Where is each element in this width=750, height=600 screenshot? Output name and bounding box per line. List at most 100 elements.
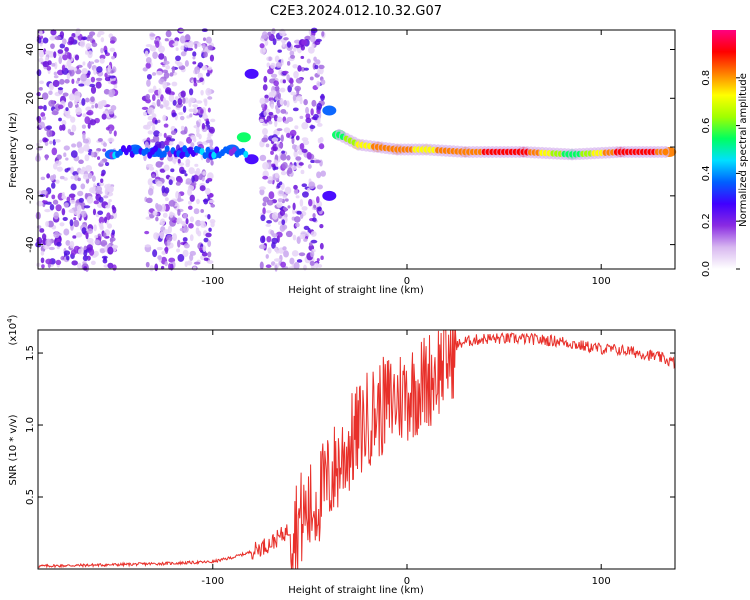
spectrogram-y-tick: -40 <box>25 236 675 253</box>
noise-speckle <box>82 255 89 262</box>
noise-speckle <box>302 139 310 146</box>
noise-speckle <box>82 61 86 66</box>
noise-speckle <box>277 49 282 53</box>
noise-speckle <box>316 196 320 204</box>
noise-speckle <box>79 39 86 48</box>
noise-speckle <box>84 154 90 162</box>
noise-speckle <box>156 246 163 251</box>
noise-speckle <box>205 120 210 125</box>
noise-speckle <box>71 78 75 85</box>
noise-speckle <box>259 186 266 191</box>
noise-speckle <box>205 36 212 44</box>
ridge-point <box>236 132 251 143</box>
noise-speckle <box>162 97 167 105</box>
noise-speckle <box>268 111 274 116</box>
noise-speckle <box>194 67 198 75</box>
snr-y-tick-label: 1.5 <box>25 345 36 361</box>
colorbar-tick-label: 0.4 <box>701 165 712 181</box>
noise-speckle <box>183 225 189 233</box>
noise-speckle <box>303 99 308 106</box>
noise-speckle <box>300 66 306 72</box>
noise-speckle <box>202 171 206 176</box>
noise-speckle <box>53 231 60 239</box>
noise-speckle <box>83 266 88 271</box>
noise-speckle <box>144 50 149 57</box>
noise-speckle <box>69 219 74 227</box>
noise-speckle <box>276 116 283 123</box>
noise-speckle <box>111 204 115 210</box>
noise-speckle <box>300 169 305 175</box>
noise-speckle <box>279 209 286 216</box>
noise-speckle <box>78 248 84 255</box>
noise-speckle <box>71 124 77 132</box>
noise-speckle <box>280 170 287 176</box>
noise-speckle <box>282 79 286 84</box>
noise-speckle <box>48 99 55 107</box>
noise-speckle <box>84 116 91 124</box>
noise-speckle <box>299 142 305 150</box>
noise-speckle <box>177 158 181 164</box>
noise-speckle <box>289 129 297 137</box>
noise-speckle <box>318 64 325 70</box>
ridge-core <box>164 145 170 153</box>
noise-speckle <box>260 235 266 244</box>
noise-speckle <box>142 111 148 117</box>
snr-x-tick-label: 0 <box>404 576 410 587</box>
noise-speckle <box>282 70 289 74</box>
ridge-core <box>161 150 167 158</box>
ridge-core <box>152 145 158 153</box>
noise-speckle <box>65 107 69 112</box>
colorbar-tick: 0.4 <box>701 165 740 181</box>
noise-speckle <box>80 210 87 218</box>
spectrogram-y-tick: -20 <box>25 188 675 204</box>
noise-speckle <box>207 107 211 113</box>
noise-speckle <box>87 34 93 39</box>
noise-speckle <box>145 261 150 268</box>
noise-speckle <box>174 96 179 101</box>
noise-speckle <box>73 219 80 228</box>
noise-speckle <box>262 207 266 215</box>
noise-speckle <box>259 188 265 196</box>
noise-speckle <box>51 110 59 116</box>
noise-speckle <box>66 72 71 80</box>
noise-speckle <box>107 262 114 269</box>
noise-speckle <box>103 232 107 238</box>
noise-speckle <box>43 104 47 112</box>
noise-speckle <box>200 89 204 96</box>
noise-speckle <box>165 30 172 38</box>
noise-speckle <box>161 203 166 212</box>
noise-speckle <box>309 260 315 266</box>
noise-speckle <box>190 181 197 187</box>
noise-speckle <box>274 172 279 179</box>
noise-speckle <box>86 111 92 116</box>
noise-speckle <box>259 43 265 49</box>
noise-speckle <box>71 143 77 148</box>
noise-speckle <box>146 163 154 168</box>
noise-speckle <box>144 124 151 130</box>
noise-speckle <box>77 177 81 182</box>
snr-y-tick-label: 1.0 <box>25 417 36 433</box>
noise-speckle <box>200 109 204 114</box>
svg-text:(x104): (x104) <box>6 314 19 345</box>
noise-speckle <box>205 87 212 96</box>
noise-speckle <box>41 116 46 121</box>
noise-speckle <box>316 171 322 179</box>
noise-speckle <box>111 55 116 60</box>
noise-speckle <box>262 202 267 207</box>
noise-speckle <box>99 160 104 165</box>
noise-speckle <box>192 61 197 65</box>
noise-speckle <box>113 130 117 137</box>
noise-speckle <box>319 136 324 143</box>
noise-speckle <box>154 119 158 125</box>
colorbar-gradient <box>712 30 736 269</box>
noise-speckle <box>38 139 43 143</box>
noise-speckle <box>280 109 287 114</box>
noise-speckle <box>182 105 187 113</box>
noise-speckle <box>187 200 192 205</box>
noise-speckle <box>280 134 284 143</box>
noise-speckle <box>94 59 100 63</box>
noise-speckle <box>300 55 305 60</box>
spectrogram-x-tick-label: -100 <box>201 276 224 287</box>
noise-speckle <box>200 208 204 213</box>
noise-speckle <box>49 140 53 145</box>
